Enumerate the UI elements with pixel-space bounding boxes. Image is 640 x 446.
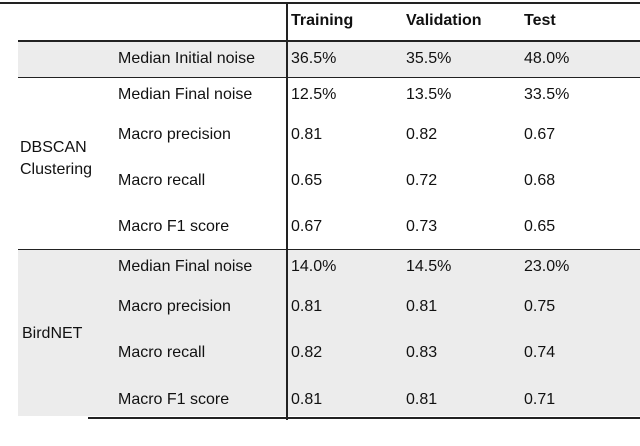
row-label: Macro recall [118, 344, 206, 361]
cell-test: 0.67 [524, 126, 556, 143]
top-rule [0, 2, 640, 4]
cell-validation: 0.81 [406, 298, 438, 315]
group-label-birdnet: BirdNET [22, 323, 82, 345]
cell-validation: 0.72 [406, 172, 438, 189]
cell-test: 48.0% [524, 50, 570, 67]
cell-training: 0.81 [291, 126, 323, 143]
row-label: Median Initial noise [118, 50, 255, 67]
header-test: Test [524, 12, 556, 29]
header-validation: Validation [406, 12, 482, 29]
vertical-divider [286, 4, 288, 420]
cell-training: 0.82 [291, 344, 323, 361]
results-table: Training Validation Test Median Initial … [0, 2, 640, 420]
initial-row-band [18, 41, 640, 77]
group-label-line: DBSCAN [20, 139, 87, 156]
bottom-rule [88, 417, 640, 419]
group-label-line: BirdNET [22, 325, 83, 342]
cell-test: 0.71 [524, 391, 556, 408]
group-label-line: Clustering [20, 161, 93, 178]
cell-validation: 14.5% [406, 258, 452, 275]
cell-test: 0.65 [524, 218, 556, 235]
header-rule [18, 40, 640, 42]
cell-test: 0.68 [524, 172, 556, 189]
cell-training: 12.5% [291, 86, 337, 103]
cell-training: 14.0% [291, 258, 337, 275]
cell-validation: 0.81 [406, 391, 438, 408]
row-label: Macro recall [118, 172, 206, 189]
cell-validation: 0.82 [406, 126, 438, 143]
cell-validation: 0.83 [406, 344, 438, 361]
row-label: Macro F1 score [118, 218, 230, 235]
initial-row-rule [18, 77, 640, 78]
cell-test: 0.75 [524, 298, 556, 315]
row-label: Macro F1 score [118, 391, 230, 408]
cell-validation: 35.5% [406, 50, 452, 67]
cell-training: 36.5% [291, 50, 337, 67]
row-label: Median Final noise [118, 258, 253, 275]
cell-test: 0.74 [524, 344, 556, 361]
cell-training: 0.81 [291, 391, 323, 408]
row-label: Macro precision [118, 126, 231, 143]
group-label-dbscan: DBSCAN Clustering [20, 137, 92, 181]
cell-training: 0.81 [291, 298, 323, 315]
cell-training: 0.67 [291, 218, 323, 235]
row-label: Macro precision [118, 298, 231, 315]
cell-training: 0.65 [291, 172, 323, 189]
row-label: Median Final noise [118, 86, 253, 103]
cell-test: 23.0% [524, 258, 570, 275]
cell-validation: 13.5% [406, 86, 452, 103]
group-rule [18, 249, 640, 250]
cell-validation: 0.73 [406, 218, 438, 235]
cell-test: 33.5% [524, 86, 570, 103]
birdnet-group-band [18, 250, 640, 416]
header-training: Training [291, 12, 354, 29]
left-white-strip [0, 416, 90, 420]
